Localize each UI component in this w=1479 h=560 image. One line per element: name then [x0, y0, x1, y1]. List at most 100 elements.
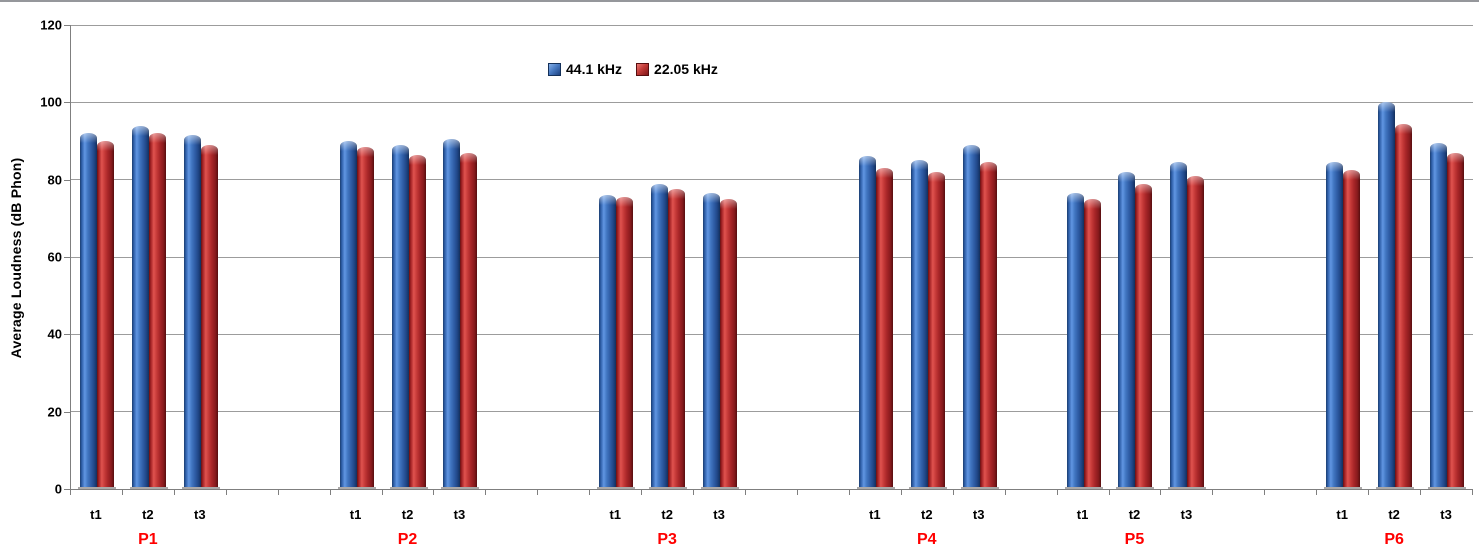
- y-tick-label-40: 40: [47, 326, 62, 342]
- y-tick-label-20: 20: [47, 404, 62, 420]
- legend-label-22-05khz: 22.05 kHz: [654, 61, 718, 77]
- bar-44-1-khz-p3-t3: [701, 193, 723, 489]
- x-tick-mark: [589, 490, 591, 495]
- x-category-label-p2-t2: t2: [401, 507, 414, 522]
- gridline-120: [71, 24, 1473, 26]
- bar-44-1-khz-p5-t1: [1064, 193, 1086, 489]
- x-category-label-p1-t1: t1: [90, 507, 102, 522]
- legend-swatch-blue-icon: [548, 62, 561, 76]
- legend: 44.1 kHz 22.05 kHz: [548, 61, 718, 77]
- bar-22-05-khz-p5-t2: [1133, 183, 1155, 490]
- bar-44-1-khz-p5-t3: [1168, 162, 1190, 489]
- bar-44-1-khz-p6-t2: [1376, 102, 1398, 489]
- bar-44-1-khz-p6-t1: [1324, 162, 1346, 489]
- x-category-label-p4-t2: t2: [920, 507, 933, 522]
- group-label-p3: P3: [657, 531, 677, 548]
- x-category-label-p3-t1: t1: [609, 507, 621, 522]
- x-category-label-p5-t2: t2: [1128, 507, 1141, 522]
- x-category-label-p1-t3: t3: [194, 507, 206, 522]
- bar-22-05-khz-p3-t3: [718, 199, 740, 489]
- x-tick-mark: [1368, 490, 1370, 495]
- x-tick-mark: [121, 490, 123, 495]
- x-category-label-p2-t3: t3: [453, 507, 466, 522]
- bar-44-1-khz-p4-t2: [908, 160, 930, 489]
- x-category-label-p5-t1: t1: [1076, 507, 1089, 522]
- gridline-100: [71, 101, 1473, 103]
- y-tick-mark-80: [64, 179, 70, 181]
- x-category-label-p5-t3: t3: [1180, 507, 1193, 522]
- x-tick-mark: [693, 490, 695, 495]
- legend-label-44-1khz: 44.1 kHz: [566, 61, 623, 77]
- bar-22-05-khz-p4-t3: [977, 162, 999, 489]
- x-category-label-p4-t3: t3: [972, 507, 985, 522]
- x-tick-mark: [433, 490, 435, 495]
- x-tick-mark: [1264, 490, 1266, 495]
- x-tick-mark: [173, 490, 175, 495]
- gridline-40: [71, 333, 1473, 335]
- x-category-label-p3-t2: t2: [661, 507, 673, 522]
- bar-22-05-khz-p6-t1: [1341, 170, 1363, 489]
- bar-44-1-khz-p2-t2: [389, 144, 411, 490]
- group-label-p4: P4: [916, 531, 937, 548]
- legend-item-44-1khz: 44.1 kHz: [548, 61, 622, 77]
- x-tick-mark: [745, 490, 747, 495]
- y-tick-label-120: 120: [40, 17, 62, 33]
- x-tick-mark: [1316, 490, 1318, 495]
- bar-22-05-khz-p2-t1: [354, 146, 376, 490]
- x-tick-mark: [1472, 490, 1473, 495]
- bar-44-1-khz-p1-t3: [181, 135, 203, 489]
- y-tick-mark-20: [64, 411, 70, 413]
- x-tick-mark: [537, 490, 539, 495]
- bar-22-05-khz-p3-t1: [614, 197, 636, 489]
- bar-44-1-khz-p3-t2: [649, 183, 671, 490]
- x-category-label-p6-t1: t1: [1336, 507, 1348, 522]
- y-tick-mark-0: [64, 489, 70, 490]
- x-category-label-p4-t1: t1: [869, 507, 881, 522]
- group-label-p6: P6: [1384, 531, 1404, 548]
- legend-item-22-05khz: 22.05 kHz: [636, 61, 718, 77]
- bar-44-1-khz-p2-t3: [441, 139, 463, 489]
- group-label-p5: P5: [1124, 531, 1145, 548]
- bar-44-1-khz-p1-t1: [77, 133, 99, 489]
- plot-area: [70, 24, 1473, 490]
- x-tick-mark: [1108, 490, 1110, 495]
- bar-44-1-khz-p3-t1: [597, 195, 619, 489]
- bar-22-05-khz-p1-t2: [146, 133, 168, 489]
- gridline-20: [71, 411, 1473, 413]
- x-tick-mark: [485, 490, 487, 495]
- x-tick-mark: [329, 490, 331, 495]
- x-tick-mark: [70, 490, 71, 495]
- x-tick-mark: [641, 490, 643, 495]
- legend-swatch-red-icon: [636, 62, 650, 76]
- x-tick-mark: [225, 490, 227, 495]
- y-tick-mark-60: [64, 257, 70, 258]
- x-tick-mark: [277, 490, 279, 495]
- bar-22-05-khz-p1-t3: [198, 144, 220, 490]
- x-tick-mark: [1160, 490, 1162, 495]
- x-tick-mark: [848, 490, 850, 495]
- x-tick-mark: [900, 490, 902, 495]
- bar-22-05-khz-p6-t3: [1445, 152, 1467, 490]
- bar-22-05-khz-p2-t3: [458, 152, 480, 490]
- bar-44-1-khz-p5-t2: [1116, 171, 1138, 490]
- bar-44-1-khz-p4-t1: [856, 156, 878, 489]
- gridline-60: [71, 256, 1473, 258]
- bar-44-1-khz-p6-t3: [1428, 142, 1450, 490]
- group-label-p2: P2: [397, 531, 418, 548]
- x-tick-mark: [952, 490, 954, 495]
- y-tick-mark-100: [64, 102, 70, 104]
- x-category-label-p6-t2: t2: [1388, 507, 1400, 522]
- x-tick-mark: [796, 490, 798, 495]
- y-tick-label-60: 60: [47, 249, 62, 265]
- x-category-label-p2-t1: t1: [349, 507, 362, 522]
- bar-44-1-khz-p4-t3: [960, 144, 982, 490]
- bar-22-05-khz-p1-t1: [94, 141, 116, 489]
- bar-44-1-khz-p2-t1: [337, 141, 359, 489]
- bar-22-05-khz-p4-t2: [925, 171, 947, 490]
- y-tick-label-80: 80: [47, 172, 62, 188]
- group-label-p1: P1: [138, 531, 158, 548]
- x-tick-mark: [1004, 490, 1006, 495]
- y-tick-mark-40: [64, 334, 70, 336]
- bar-22-05-khz-p2-t2: [406, 154, 428, 490]
